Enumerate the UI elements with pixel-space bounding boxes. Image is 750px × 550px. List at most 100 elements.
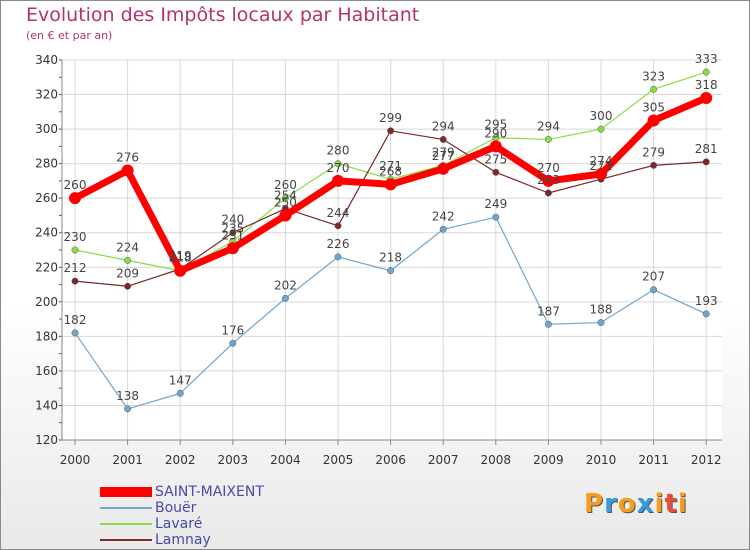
data-point-saint-maixent (700, 92, 713, 104)
data-point-saint-maixent (279, 209, 292, 222)
data-label-lavare: 280 (327, 144, 350, 158)
data-point-bouer (702, 310, 710, 318)
data-point-bouer (597, 319, 605, 326)
logo-letter: r (604, 489, 618, 519)
data-label-lamnay: 219 (169, 249, 192, 263)
data-point-saint-maixent (226, 242, 239, 255)
data-point-bouer (71, 329, 79, 337)
data-label-lavare: 218 (169, 251, 192, 265)
y-tick-label: 300 (35, 122, 58, 136)
logo-letter: t (664, 489, 678, 519)
y-tick-label: 120 (35, 433, 58, 447)
x-tick-label: 2011 (638, 453, 669, 467)
data-label-bouer: 218 (379, 251, 402, 265)
data-label-saint-maixent: 305 (642, 100, 665, 114)
data-point-saint-maixent (121, 164, 134, 177)
data-point-saint-maixent (384, 178, 397, 191)
legend-label: Lamnay (155, 532, 211, 548)
data-point-saint-maixent (332, 174, 344, 187)
data-point-lamnay (387, 127, 395, 135)
data-point-bouer (281, 294, 289, 302)
x-tick-label: 2010 (586, 453, 617, 467)
data-point-bouer (387, 267, 395, 275)
data-point-lavare (334, 160, 342, 168)
data-label-bouer: 202 (274, 278, 297, 292)
logo-letter: x (636, 489, 655, 519)
x-tick-label: 2001 (112, 453, 143, 467)
legend-label: Bouër (155, 500, 197, 516)
y-tick-label: 180 (35, 329, 58, 343)
data-label-lamnay: 263 (537, 173, 560, 187)
data-point-bouer (492, 213, 500, 221)
x-tick-label: 2005 (323, 453, 354, 467)
data-label-lamnay: 281 (695, 142, 718, 156)
legend-item-lamnay: Lamnay (100, 532, 340, 548)
logo-letter: o (617, 489, 637, 519)
legend-swatch (100, 487, 152, 497)
data-label-saint-maixent: 231 (221, 228, 244, 242)
data-label-lavare: 230 (64, 230, 87, 244)
x-tick-label: 2007 (428, 453, 459, 467)
data-label-lamnay: 279 (642, 145, 665, 159)
data-label-bouer: 138 (116, 389, 139, 403)
data-label-bouer: 188 (590, 303, 613, 317)
data-point-lavare (702, 68, 710, 76)
data-label-lamnay: 244 (327, 206, 350, 220)
data-point-lamnay (334, 222, 342, 230)
data-label-bouer: 242 (432, 209, 455, 223)
data-point-bouer (439, 225, 447, 233)
x-tick-label: 2009 (533, 453, 564, 467)
data-label-saint-maixent: 277 (432, 149, 455, 163)
data-label-saint-maixent: 270 (327, 161, 350, 175)
x-tick-label: 2000 (60, 453, 91, 467)
data-label-bouer: 249 (484, 197, 507, 211)
chart-legend: SAINT-MAIXENT Bouër Lavaré Lamnay (100, 484, 340, 548)
data-point-bouer (176, 389, 184, 397)
data-label-lavare: 224 (116, 240, 139, 254)
y-tick-label: 260 (35, 191, 58, 205)
data-point-bouer (334, 253, 342, 261)
logo-letter: i (654, 489, 665, 519)
data-label-lamnay: 212 (64, 261, 87, 275)
data-label-bouer: 182 (64, 313, 87, 327)
data-label-bouer: 226 (327, 237, 350, 251)
data-label-lavare: 300 (590, 109, 613, 123)
chart-title: Evolution des Impôts locaux par Habitant (26, 4, 420, 26)
data-label-lavare: 260 (274, 178, 297, 192)
data-label-lamnay: 299 (379, 111, 402, 125)
proxiti-logo: Proxiti (584, 489, 688, 519)
data-label-lavare: 333 (695, 52, 718, 66)
data-point-lamnay (439, 136, 447, 143)
data-point-lavare (544, 136, 552, 143)
data-point-lamnay (492, 168, 500, 176)
data-label-saint-maixent: 268 (379, 164, 402, 178)
data-point-saint-maixent (437, 162, 450, 175)
x-tick-label: 2008 (481, 453, 512, 467)
x-tick-label: 2006 (375, 453, 406, 467)
data-point-saint-maixent (69, 192, 81, 205)
data-label-lamnay: 209 (116, 266, 139, 280)
y-tick-label: 340 (35, 53, 58, 67)
legend-item-bouer: Bouër (100, 500, 340, 516)
x-tick-label: 2012 (691, 453, 722, 467)
x-tick-label: 2004 (270, 453, 301, 467)
data-point-saint-maixent (174, 264, 187, 277)
data-point-lamnay (650, 161, 658, 169)
data-point-lamnay (229, 229, 237, 237)
legend-item-lavare: Lavaré (100, 516, 340, 532)
data-label-bouer: 187 (537, 304, 560, 318)
y-tick-label: 220 (35, 260, 58, 274)
data-label-lamnay: 271 (590, 159, 613, 173)
data-point-bouer (544, 320, 552, 328)
data-point-lamnay (702, 158, 710, 166)
y-tick-label: 280 (35, 157, 58, 171)
y-tick-label: 320 (35, 88, 58, 102)
data-label-lavare: 323 (642, 69, 665, 83)
x-tick-label: 2003 (218, 453, 249, 467)
data-point-lavare (124, 256, 132, 264)
data-label-lavare: 235 (221, 221, 244, 235)
data-point-lamnay (71, 277, 79, 285)
data-point-bouer (229, 339, 237, 347)
data-label-saint-maixent: 260 (64, 178, 87, 192)
legend-label: Lavaré (155, 516, 203, 532)
